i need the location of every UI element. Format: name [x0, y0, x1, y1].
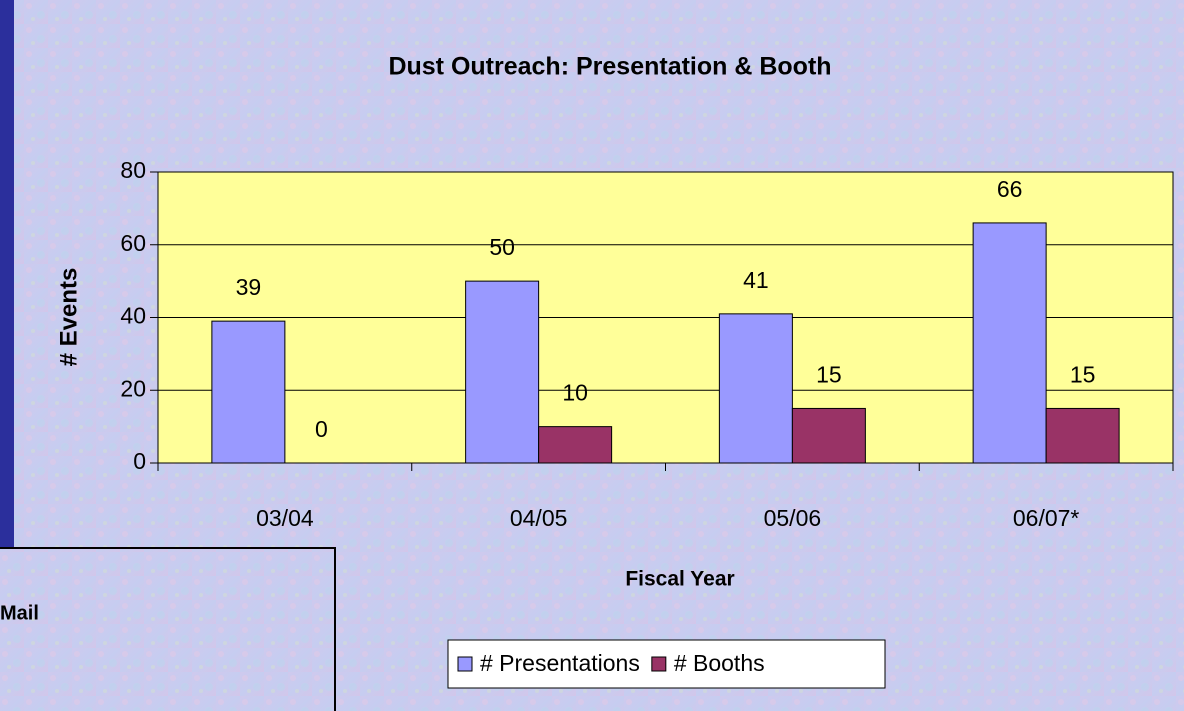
- bar: [465, 280, 540, 464]
- side-box-label: Mail: [0, 602, 39, 624]
- side-strip: [0, 0, 14, 548]
- y-tick-label: 80: [120, 157, 146, 183]
- legend-swatch: [651, 656, 667, 672]
- data-label: 10: [562, 380, 588, 406]
- legend: [447, 639, 886, 689]
- chart-title: Dust Outreach: Presentation & Booth: [388, 53, 831, 81]
- bar: [211, 320, 286, 464]
- y-tick-label: 20: [120, 375, 146, 401]
- data-label: 15: [816, 362, 842, 388]
- x-axis-title: Fiscal Year: [625, 568, 734, 591]
- legend-swatch: [457, 656, 473, 672]
- data-label: 15: [1070, 362, 1096, 388]
- data-label: 0: [315, 416, 328, 442]
- data-label: 41: [743, 267, 769, 293]
- y-tick-label: 60: [120, 230, 146, 256]
- bar: [1045, 407, 1120, 464]
- y-tick-label: 40: [120, 303, 146, 329]
- x-tick-label: 03/04: [256, 505, 314, 531]
- x-tick-label: 04/05: [510, 505, 568, 531]
- bar: [718, 313, 793, 464]
- bar: [538, 426, 613, 464]
- legend-label: # Presentations: [480, 650, 640, 676]
- data-label: 50: [489, 234, 515, 260]
- data-label: 39: [236, 274, 262, 300]
- side-box: [0, 547, 336, 711]
- bar: [972, 222, 1047, 464]
- x-tick-label: 05/06: [764, 505, 822, 531]
- y-tick-label: 0: [133, 448, 146, 474]
- y-axis-title: # Events: [55, 268, 82, 367]
- data-label: 66: [997, 176, 1023, 202]
- legend-label: # Booths: [674, 650, 765, 676]
- bar: [791, 407, 866, 464]
- x-tick-label: 06/07*: [1013, 505, 1080, 531]
